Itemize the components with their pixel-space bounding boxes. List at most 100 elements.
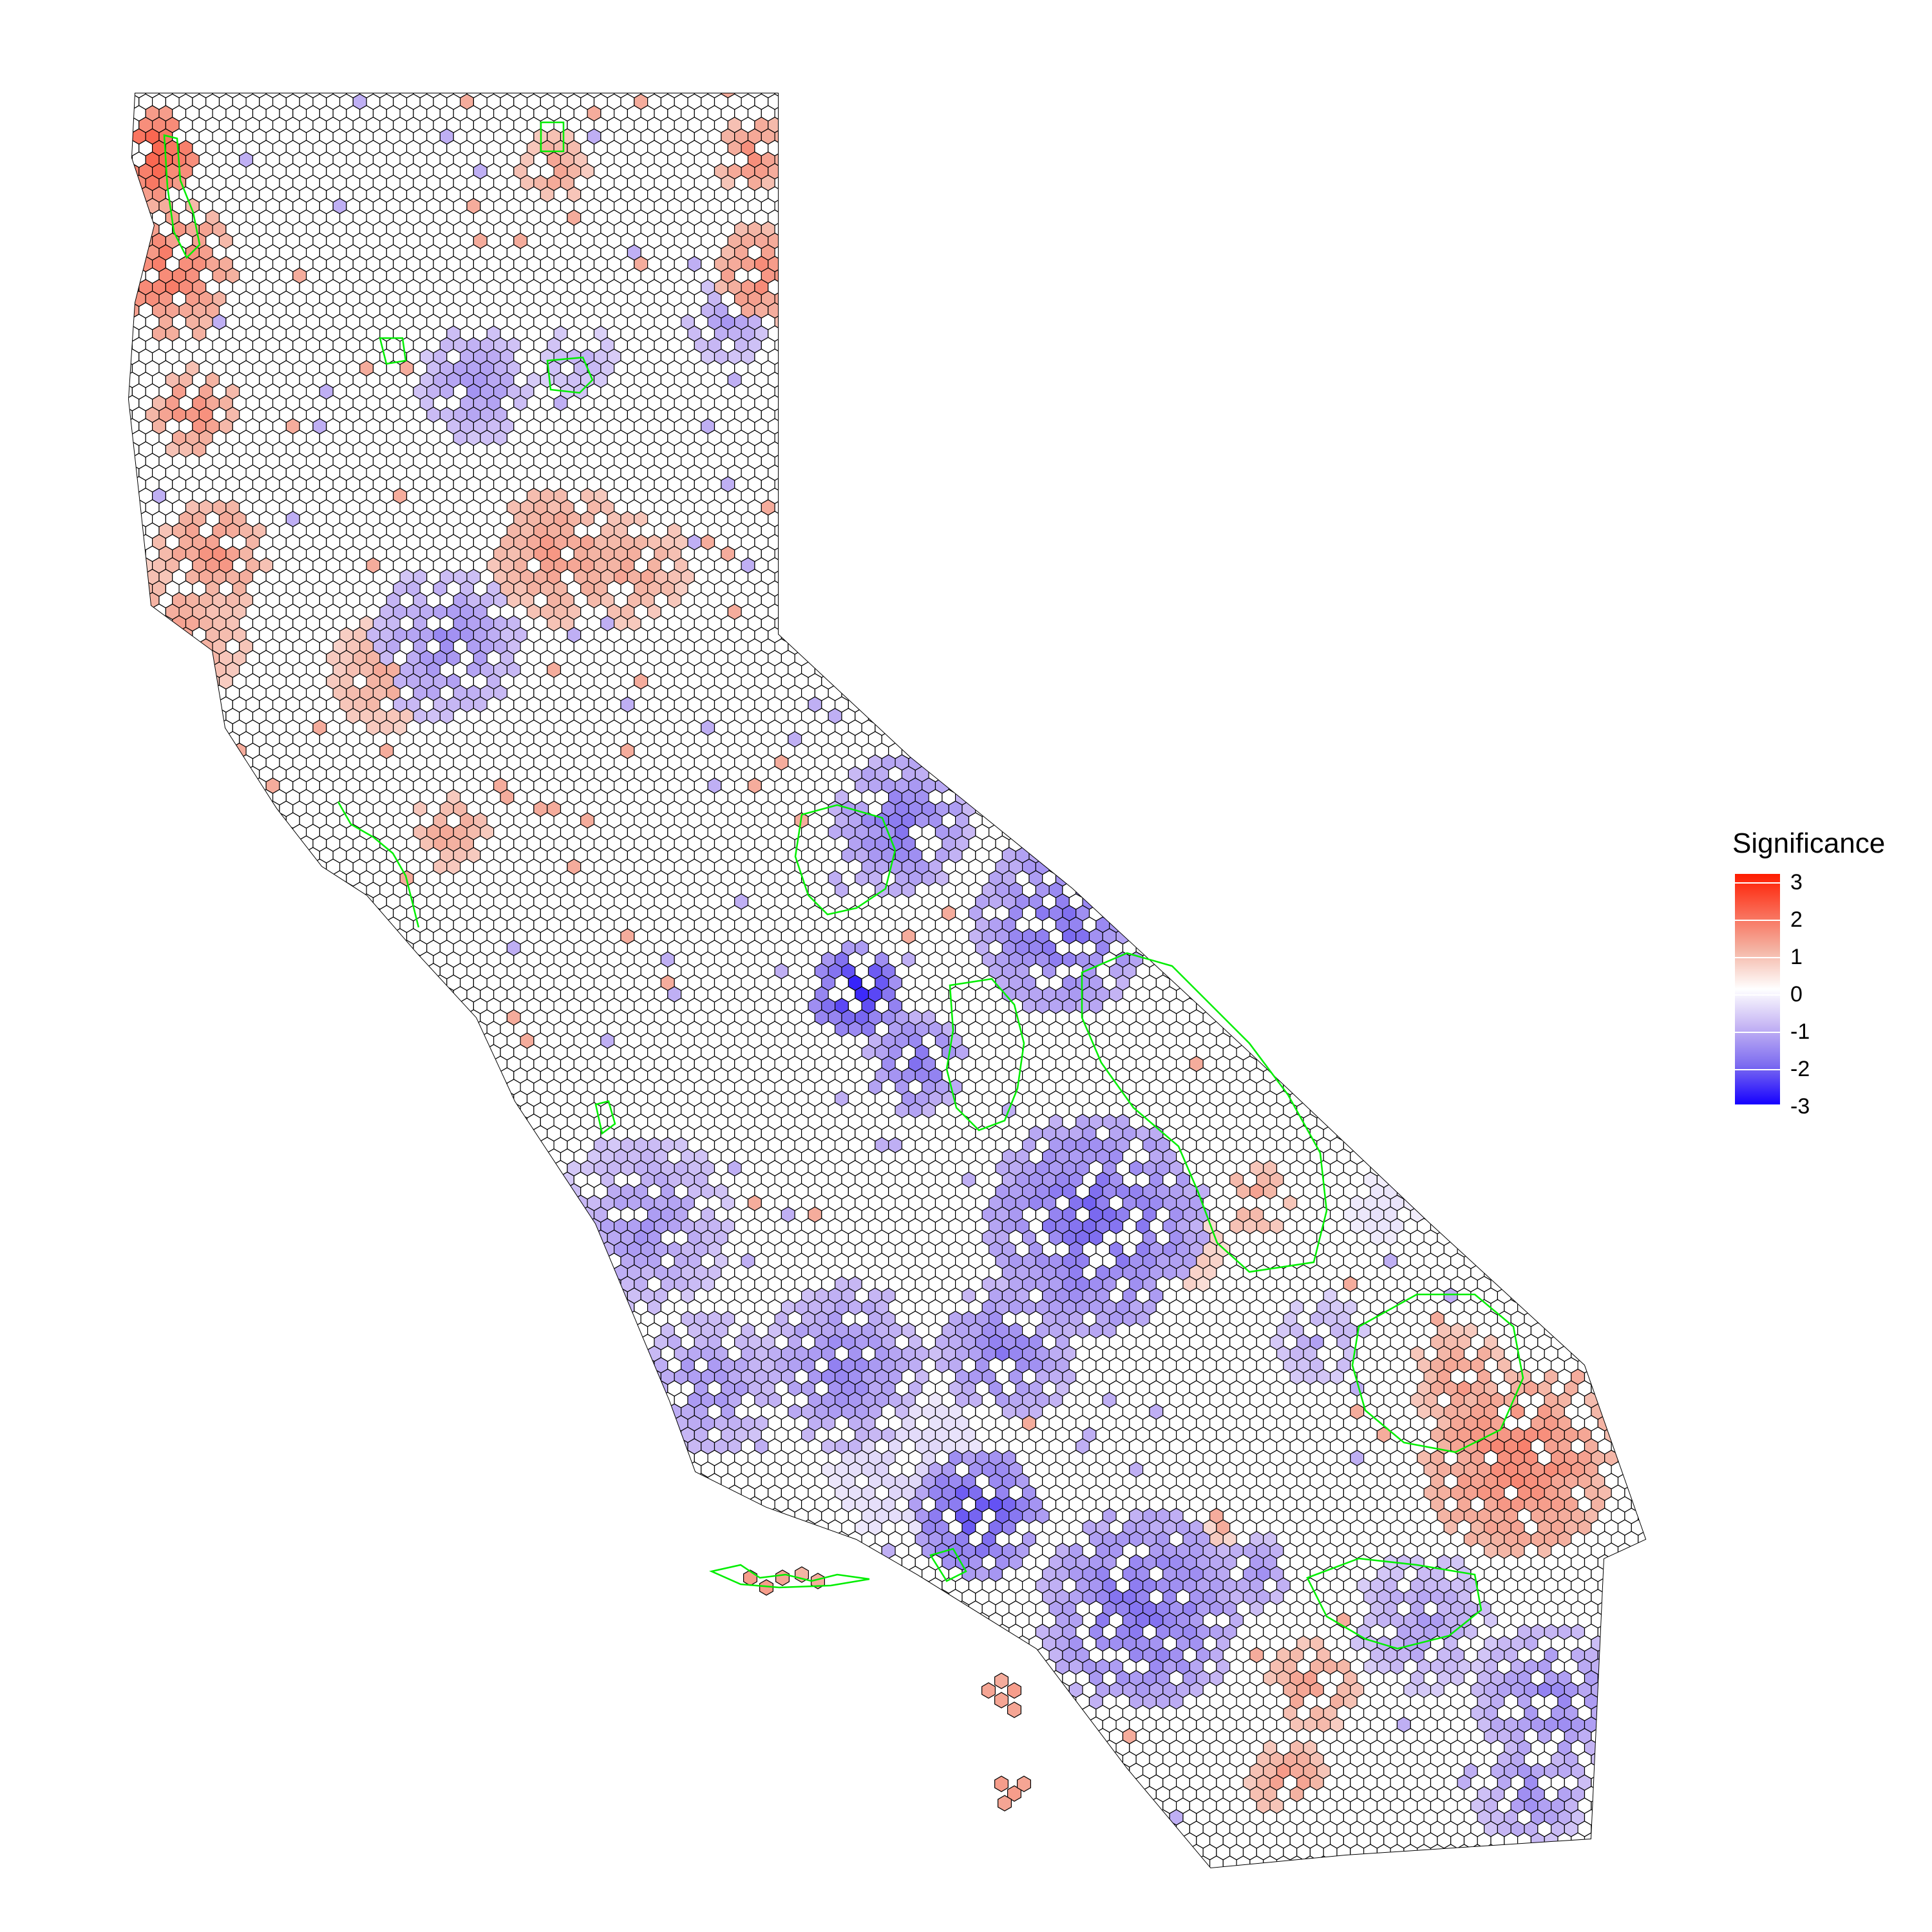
hex-cell (1510, 453, 1525, 469)
hex-cell (1015, 360, 1030, 377)
hex-cell (1591, 244, 1605, 261)
hex-cell (1129, 441, 1144, 458)
hex-cell (1216, 105, 1231, 122)
hex-cell (948, 337, 963, 354)
hex-cell (1396, 534, 1411, 551)
hex-cell (1396, 117, 1411, 133)
hex-cell (1370, 418, 1385, 435)
hex-cell (1470, 545, 1485, 562)
hex-cell (934, 522, 949, 539)
hex-cell (1048, 580, 1063, 597)
hex-cell (1470, 522, 1485, 539)
hex-cell (1624, 93, 1639, 110)
hex-cell (1068, 314, 1083, 330)
hex-cell (901, 209, 916, 226)
hex-cell (1042, 476, 1057, 493)
hex-cell (928, 557, 943, 574)
hex-cell (1256, 105, 1271, 122)
hex-cell (1490, 232, 1505, 249)
hex-cell (1376, 430, 1391, 446)
hex-cell (895, 290, 909, 307)
hex-cell (1142, 511, 1157, 527)
hex-cell (1135, 406, 1150, 423)
hex-cell (1624, 557, 1639, 574)
hex-cell (1530, 534, 1545, 551)
hex-cell (1135, 244, 1150, 261)
hex-cell (1236, 325, 1251, 342)
hex-cell (1209, 418, 1224, 435)
hex-cell (1577, 476, 1592, 493)
hex-cell (1115, 534, 1130, 551)
hex-cell (881, 151, 896, 168)
hex-cell (1222, 348, 1237, 365)
hex-cell (1316, 511, 1331, 527)
hex-cell (1611, 348, 1625, 365)
hex-cell (1042, 93, 1057, 99)
hex-cell (1242, 545, 1257, 562)
hex-cell (1470, 244, 1485, 261)
hex-cell (814, 290, 829, 307)
hex-cell (1075, 488, 1090, 504)
hex-cell (1477, 93, 1492, 110)
hex-cell (808, 372, 822, 388)
hex-cell (814, 522, 829, 539)
hex-cell (881, 93, 896, 99)
hex-cell (1457, 499, 1472, 516)
hex-cell (1155, 256, 1170, 272)
hex-cell (1383, 557, 1398, 574)
hex-cell (995, 488, 1010, 504)
hex-cell (1417, 522, 1432, 539)
hex-cell (1617, 406, 1632, 423)
hex-cell (1510, 522, 1525, 539)
hex-cell (1457, 476, 1472, 493)
hex-cell (1109, 267, 1124, 284)
hex-cell (1484, 430, 1498, 446)
hex-cell (1410, 279, 1425, 296)
hex-cell (1430, 93, 1444, 99)
hex-cell (988, 105, 1003, 122)
hex-cell (1524, 314, 1539, 330)
hex-cell (808, 441, 822, 458)
hex-cell (1035, 256, 1050, 272)
hex-cell (1015, 105, 1030, 122)
hex-cell (1296, 93, 1311, 99)
hex-cell (1463, 488, 1478, 504)
hex-cell (1417, 453, 1432, 469)
hex-cell (828, 337, 842, 354)
hex-cell (895, 93, 909, 99)
hex-cell (1323, 406, 1338, 423)
hex-cell (1276, 163, 1291, 180)
hex-cell (1517, 348, 1531, 365)
hex-cell (928, 418, 943, 435)
hex-cell (908, 569, 923, 585)
hex-cell (922, 267, 936, 284)
hex-cell (1370, 348, 1385, 365)
hex-cell (821, 511, 836, 527)
hex-cell (881, 453, 896, 469)
hex-cell (1644, 569, 1645, 585)
hex-cell (1196, 302, 1211, 319)
hex-cell (1484, 93, 1498, 99)
hex-cell (948, 151, 963, 168)
hex-cell (995, 464, 1010, 481)
hex-cell (1530, 348, 1545, 365)
hex-cell (1417, 105, 1432, 122)
hex-cell (1437, 418, 1452, 435)
hex-cell (1356, 163, 1371, 180)
hex-cell (881, 198, 896, 214)
hex-cell (1638, 186, 1645, 203)
hex-cell (1457, 545, 1472, 562)
hex-cell (928, 232, 943, 249)
hex-cell (867, 360, 882, 377)
hex-cell (1102, 163, 1117, 180)
hex-cell (814, 569, 829, 585)
hex-cell (975, 198, 990, 214)
hex-cell (1082, 221, 1097, 238)
hex-cell (1376, 175, 1391, 191)
hex-cell (1109, 128, 1124, 145)
hex-cell (1417, 499, 1432, 516)
hex-cell (848, 580, 862, 597)
hex-cell (1477, 325, 1492, 342)
hex-cell (881, 383, 896, 400)
hex-cell (808, 140, 822, 156)
